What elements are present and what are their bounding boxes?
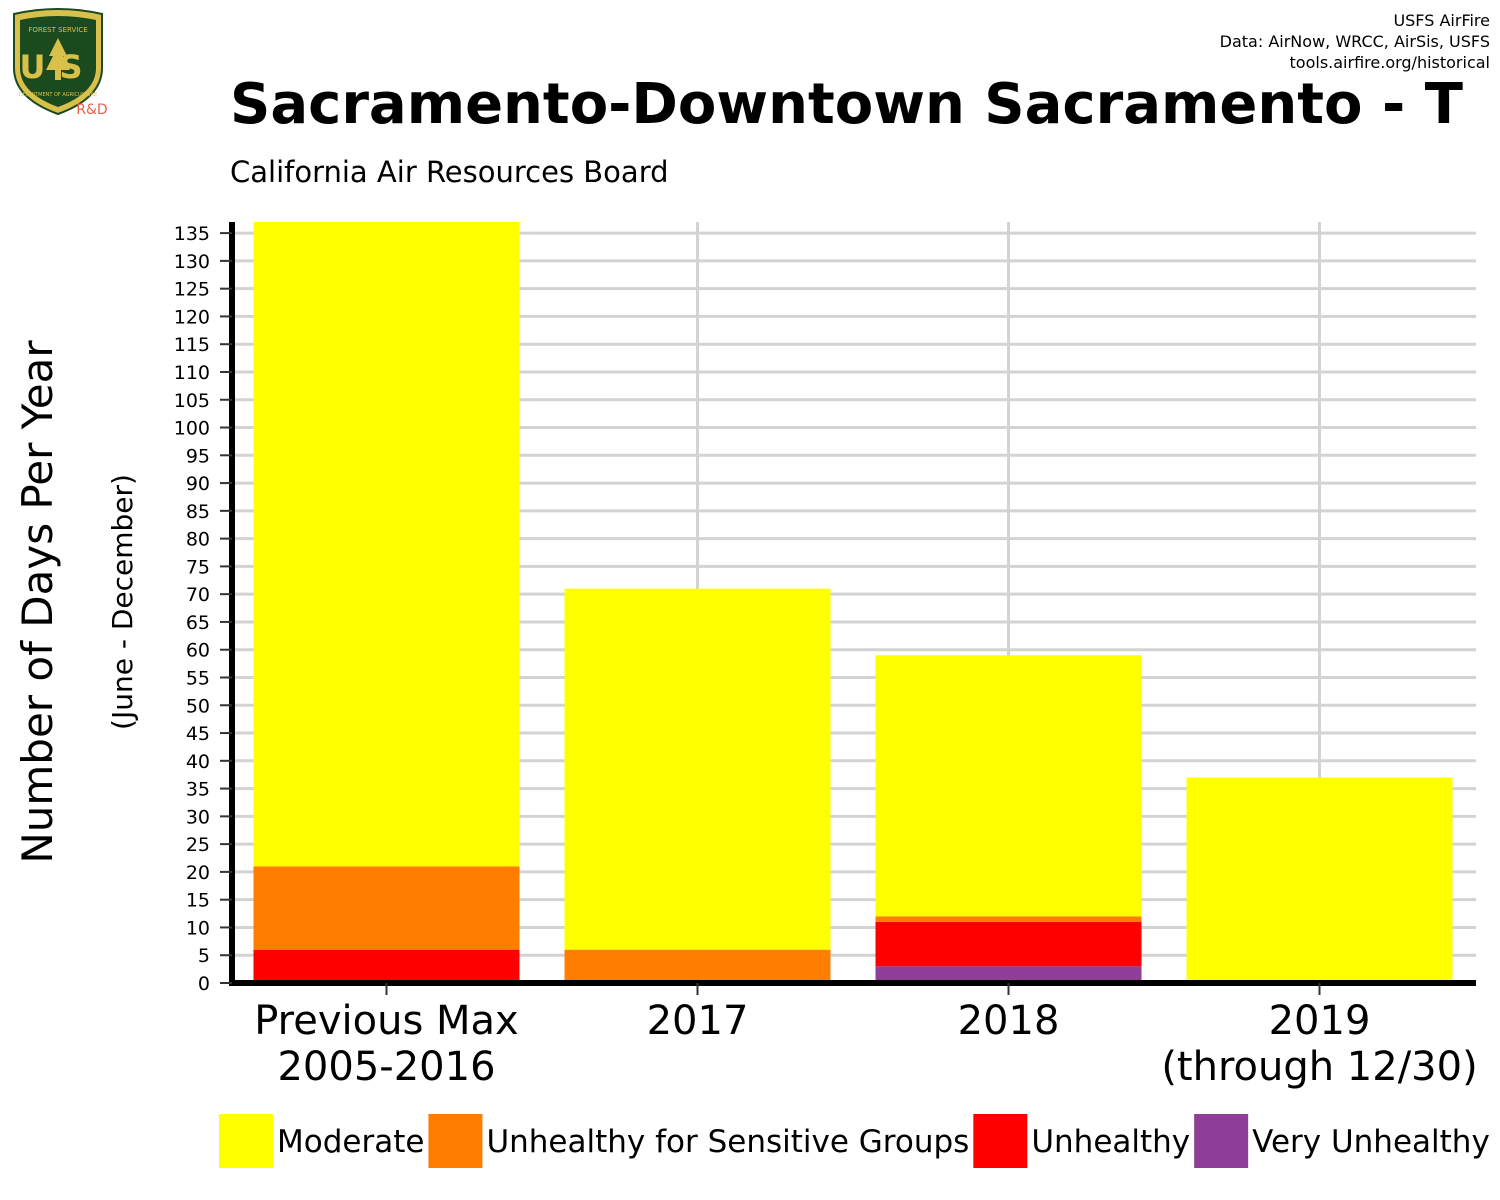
legend-item: Moderate bbox=[219, 1114, 424, 1168]
bar-segment bbox=[253, 949, 520, 983]
y-tick-label: 40 bbox=[186, 751, 210, 773]
y-tick-label: 130 bbox=[174, 251, 210, 273]
legend-label: Unhealthy for Sensitive Groups bbox=[486, 1124, 969, 1160]
y-tick-label: 80 bbox=[186, 529, 210, 551]
y-tick-label: 115 bbox=[174, 334, 210, 356]
logo-top-text: FOREST SERVICE bbox=[28, 26, 87, 34]
y-tick-label: 75 bbox=[186, 556, 210, 578]
legend-item: Unhealthy bbox=[973, 1114, 1190, 1168]
bar-segment bbox=[253, 866, 520, 950]
bar-segment bbox=[564, 949, 831, 983]
x-axis-ticks: Previous Max 2005-2016 2017 2018 2019 (throug… bbox=[254, 983, 1478, 1090]
y-tick-label: 35 bbox=[186, 779, 210, 801]
y-tick-label: 20 bbox=[186, 862, 210, 884]
bar-segment bbox=[875, 921, 1142, 967]
bar-segment bbox=[1186, 777, 1453, 983]
y-tick-label: 0 bbox=[198, 973, 210, 995]
credit-line: USFS AirFire bbox=[1393, 11, 1490, 30]
y-axis-label: Number of Days Per Year bbox=[13, 340, 62, 864]
chart-title: Sacramento-Downtown Sacramento - T bbox=[230, 72, 1463, 137]
y-tick-label: 95 bbox=[186, 445, 210, 467]
y-tick-label: 5 bbox=[198, 945, 210, 967]
legend-item: Unhealthy for Sensitive Groups bbox=[428, 1114, 969, 1168]
y-tick-label: 105 bbox=[174, 390, 210, 412]
bar-segment bbox=[875, 916, 1142, 922]
y-tick-label: 120 bbox=[174, 306, 210, 328]
bar-segment bbox=[875, 655, 1142, 917]
y-tick-label: 10 bbox=[186, 917, 210, 939]
x-tick-label: Previous Max 2005-2016 bbox=[254, 998, 518, 1090]
y-tick-label: 55 bbox=[186, 667, 210, 689]
y-tick-label: 110 bbox=[174, 362, 210, 384]
y-tick-label: 125 bbox=[174, 279, 210, 301]
y-axis-sublabel: (June - December) bbox=[106, 474, 139, 730]
y-tick-label: 50 bbox=[186, 695, 210, 717]
x-tick-label: 2018 bbox=[958, 998, 1060, 1044]
bar-segment bbox=[564, 588, 831, 950]
y-tick-label: 100 bbox=[174, 418, 210, 440]
x-tick-label: 2019 (through 12/30) bbox=[1161, 998, 1477, 1090]
legend-label: Very Unhealthy bbox=[1252, 1124, 1490, 1160]
y-tick-label: 135 bbox=[174, 223, 210, 245]
legend-swatch bbox=[973, 1114, 1028, 1168]
y-tick-label: 45 bbox=[186, 723, 210, 745]
y-tick-label: 25 bbox=[186, 834, 210, 856]
legend-item: Very Unhealthy bbox=[1194, 1114, 1490, 1168]
credits: USFS AirFire Data: AirNow, WRCC, AirSis,… bbox=[1220, 10, 1490, 73]
legend-label: Unhealthy bbox=[1031, 1124, 1190, 1160]
y-axis-ticks: 0 5 10 15 20 25 30 35 40 45 50 55 60 65 70 75 80 85 90 95 10… bbox=[174, 223, 232, 995]
y-tick-label: 70 bbox=[186, 584, 210, 606]
y-tick-label: 60 bbox=[186, 640, 210, 662]
y-tick-label: 90 bbox=[186, 473, 210, 495]
y-tick-label: 65 bbox=[186, 612, 210, 634]
x-tick-label: 2017 bbox=[647, 998, 749, 1044]
credit-line: Data: AirNow, WRCC, AirSis, USFS bbox=[1219, 32, 1490, 51]
logo-tag: R&D bbox=[76, 102, 107, 118]
legend: Moderate Unhealthy for Sensitive Groups Un… bbox=[219, 1114, 1490, 1168]
bars bbox=[253, 222, 1453, 983]
legend-swatch bbox=[428, 1114, 483, 1168]
axes bbox=[229, 222, 1476, 986]
legend-swatch bbox=[1194, 1114, 1249, 1168]
y-tick-label: 30 bbox=[186, 806, 210, 828]
credit-line: tools.airfire.org/historical bbox=[1289, 53, 1490, 72]
legend-label: Moderate bbox=[277, 1124, 424, 1160]
y-tick-label: 15 bbox=[186, 890, 210, 912]
bar-segment bbox=[875, 966, 1142, 983]
y-tick-label: 85 bbox=[186, 501, 210, 523]
chart-subtitle: California Air Resources Board bbox=[230, 155, 669, 189]
tree-icon bbox=[46, 38, 70, 80]
logo-bottom-text: DEPARTMENT OF AGRICULTURE bbox=[19, 92, 97, 98]
legend-swatch bbox=[219, 1114, 273, 1168]
bar-segment bbox=[253, 222, 520, 867]
forest-service-logo: FOREST SERVICE US DEPARTMENT OF AGRICULT… bbox=[13, 8, 108, 118]
